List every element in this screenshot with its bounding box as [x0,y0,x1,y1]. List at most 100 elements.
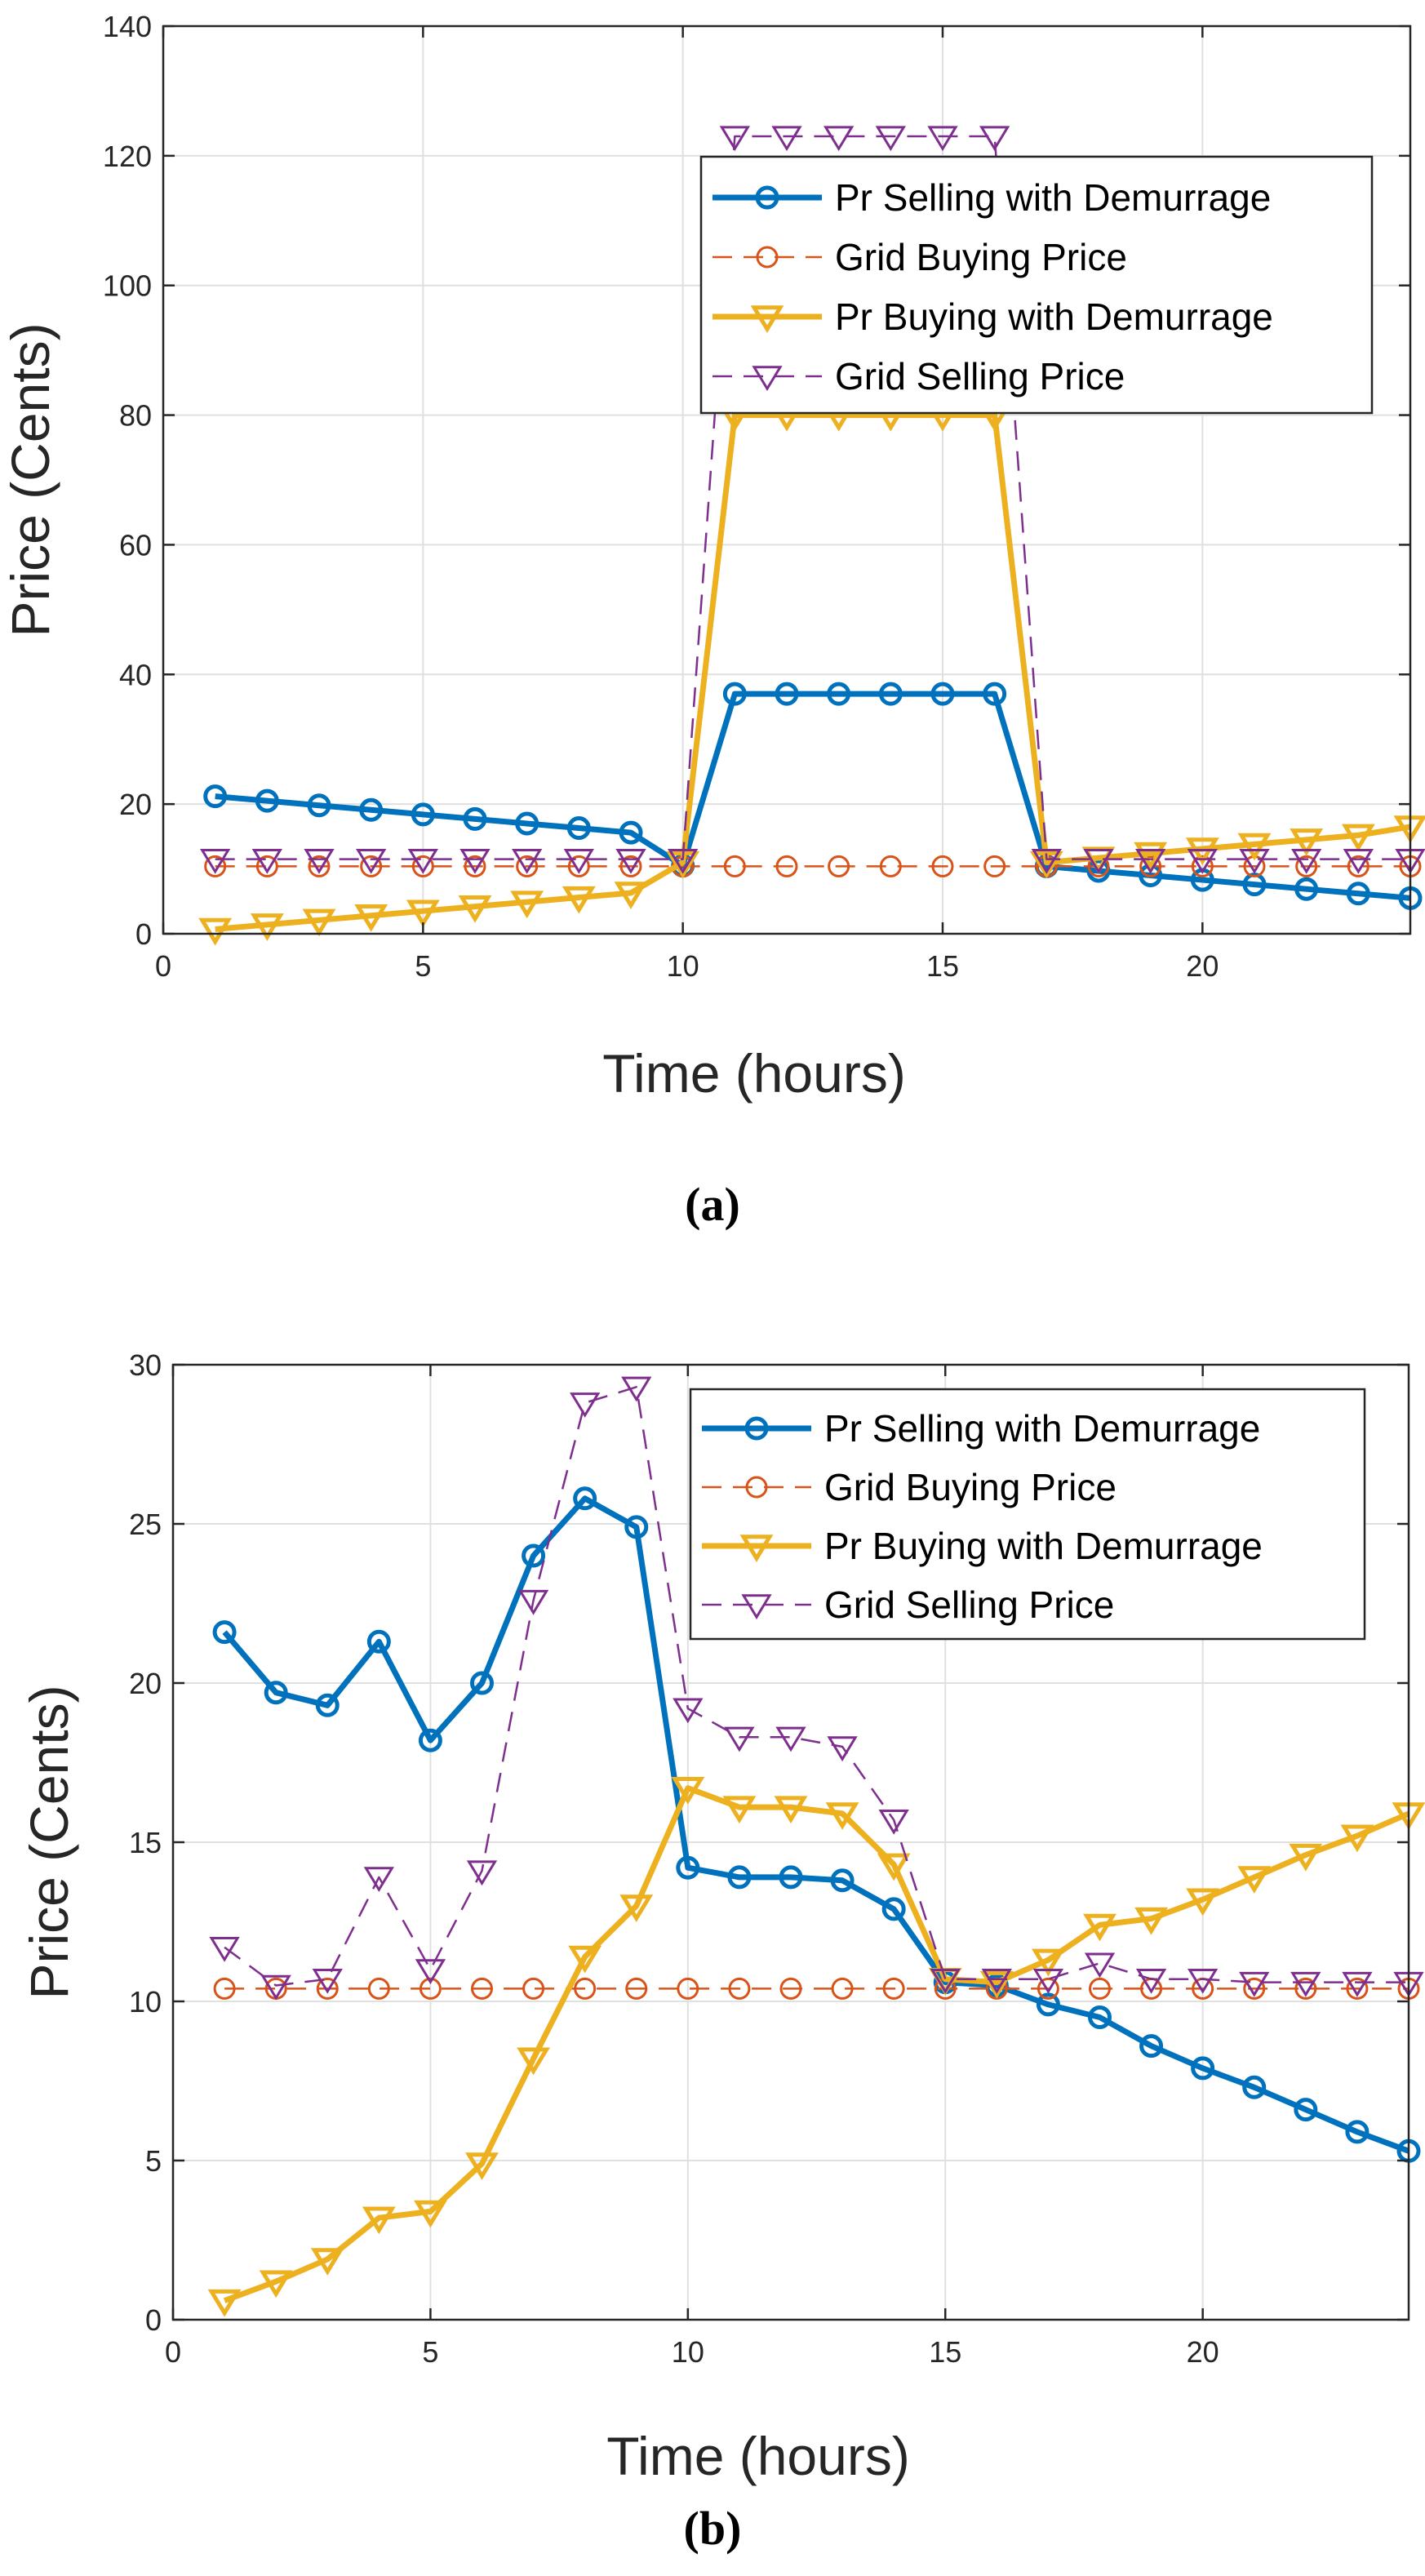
series-1-point-3 [367,1977,390,2000]
legend-entry-1: Grid Buying Price [835,236,1127,278]
series-0-point-22 [1345,2120,1370,2144]
series-3-point-7 [563,848,594,874]
series-2-point-8 [614,882,648,909]
series-0-point-19 [1191,2056,1215,2081]
series-0-point-10 [722,682,747,706]
series-2-point-7 [568,1945,602,1974]
series-0-point-22 [1346,882,1370,906]
series-2-point-0 [207,2289,242,2317]
series-0-point-13 [878,682,903,706]
series-1-point-7 [567,855,590,877]
legend-entry-3: Grid Selling Price [824,1583,1114,1626]
series-3-point-5 [459,848,491,874]
series-2-point-18 [1134,1907,1169,1935]
legend-marker-2 [750,305,784,334]
series-1-point-10 [728,1977,751,2000]
series-0-point-7 [566,816,591,841]
series-2-point-22 [1340,1824,1374,1853]
series-3-point-11 [775,1726,806,1752]
series-1-point-19 [1191,855,1214,877]
y-tick-label: 120 [103,140,152,173]
series-0-point-14 [930,682,955,706]
series-3-point-18 [1135,1969,1167,1994]
series-0-point-8 [624,1515,649,1539]
series-3-point-15 [979,126,1010,152]
series-0-point-5 [470,1671,494,1695]
x-tick-label: 15 [926,949,959,983]
series-1-point-2 [316,1977,339,2000]
series-3-point-2 [304,848,335,874]
series-3-point-9 [668,848,699,874]
series-2-point-17 [1083,1913,1116,1942]
series-2-point-21 [1289,1843,1323,1872]
chart-panel-a: 0 5 10 15 20 0 20 40 60 80 100 120 140 Time (hours) Pr… [0,10,1425,1231]
series-3-point-8 [621,1376,652,1402]
series-3-point-11 [771,126,802,152]
series-3-point-19 [1187,848,1218,874]
series-0-point-9 [676,1855,700,1880]
series-1-point-13 [879,855,902,877]
series-3-point-9 [673,1698,704,1724]
series-0-point-21 [1294,2098,1318,2122]
y-tick-label: 60 [119,528,152,562]
series-3-point-13 [878,1810,909,1835]
x-tick-label: 5 [415,949,431,983]
series-3-point-14 [930,1969,961,1994]
series-2-point-20 [1237,833,1272,861]
series-0-point-12 [830,1868,855,1893]
series-1-point-11 [779,1977,802,2000]
series-2-point-19 [1186,1888,1220,1916]
legend-marker-2 [739,1534,774,1563]
series-3-point-18 [1135,848,1166,874]
series-3-point-3 [356,848,387,874]
series-0-point-11 [775,682,799,706]
y-tick-label: 10 [129,1985,162,2019]
series-0-point-16 [1036,1992,1060,2017]
series-2-point-2 [310,2248,344,2276]
x-axis-label: Time (hours) [602,1043,906,1104]
series-1-point-18 [1139,855,1162,877]
series-2-point-22 [1341,824,1375,852]
series-2-point-8 [619,1894,654,1923]
series-0-point-12 [827,682,851,706]
legend-marker-3 [752,366,783,392]
series-0-point-17 [1088,2005,1112,2029]
series-1-point-8 [625,1977,648,2000]
legend-entry-3: Grid Selling Price [835,355,1125,398]
series-1-point-9 [677,1977,699,2000]
series-2-point-6 [517,2047,551,2076]
series-3-point-14 [927,126,958,152]
series-3-point-10 [724,1726,755,1752]
series-3-point-1 [251,848,282,874]
y-axis-label: Price (Cents) [19,1685,79,1999]
chart-panel-b: 0 5 10 15 20 0 5 10 15 20 25 30 Time (hours) Price (C… [19,1348,1425,2555]
series-0-point-21 [1294,877,1319,901]
series-3-point-1 [260,1974,291,2001]
series-1-point-0 [213,1977,236,2000]
series-3-point-17 [1083,848,1114,874]
y-tick-label: 0 [135,917,152,951]
series-2-point-5 [465,2152,499,2180]
x-tick-label: 10 [667,949,699,983]
y-tick-label: 0 [145,2303,162,2337]
series-0-point-0 [203,784,228,809]
legend-entry-1: Grid Buying Price [824,1466,1116,1508]
series-2-point-20 [1237,1866,1272,1894]
series-3-point-5 [466,1860,498,1886]
y-tick-label: 15 [129,1826,162,1859]
series-3-point-19 [1188,1969,1219,1994]
series-1-point-4 [419,1977,442,2000]
series-2-point-6 [510,890,544,919]
series-0-point-18 [1139,2034,1164,2059]
series-1-point-15 [983,855,1006,877]
series-0-point-2 [307,793,331,818]
series-1-point-20 [1243,1977,1266,2000]
series-2-point-9 [671,1777,705,1805]
series-1-point-22 [1346,1977,1369,2000]
series-0-point-4 [418,1728,442,1752]
series-0-point-15 [983,682,1007,706]
series-3-point-21 [1291,848,1322,874]
legend-entry-0: Pr Selling with Demurrage [835,176,1271,219]
